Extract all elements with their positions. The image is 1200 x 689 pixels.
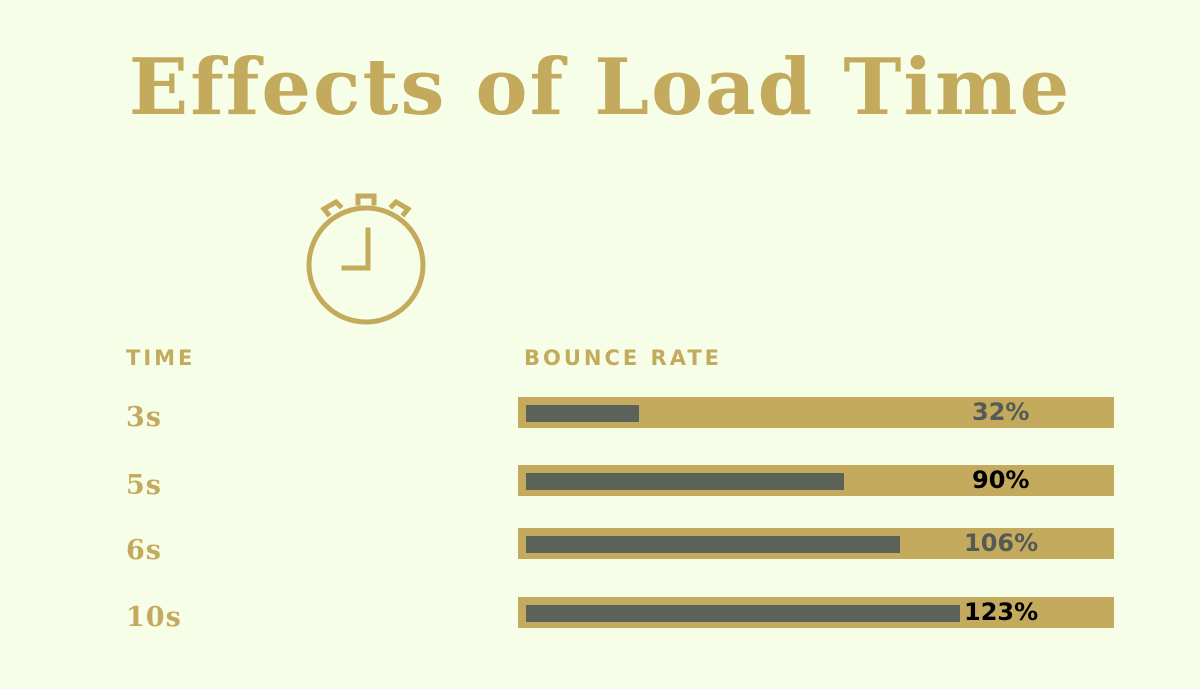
bar-track: 123% bbox=[518, 597, 1114, 628]
bar-value-label: 32% bbox=[972, 398, 1030, 426]
page-title: Effects of Load Time bbox=[128, 42, 1072, 133]
bar-fill bbox=[526, 405, 639, 422]
time-label: 10s bbox=[126, 602, 182, 633]
bar-value-label: 106% bbox=[964, 529, 1039, 557]
stopwatch-icon bbox=[306, 193, 426, 325]
bar-fill bbox=[526, 536, 900, 553]
time-label: 3s bbox=[126, 402, 162, 433]
bar-track: 90% bbox=[518, 465, 1114, 496]
bar-value-label: 90% bbox=[972, 466, 1030, 494]
bar-track: 106% bbox=[518, 528, 1114, 559]
bar-fill bbox=[526, 605, 960, 622]
bar-track: 32% bbox=[518, 397, 1114, 428]
bounce-rate-column-header: BOUNCE RATE bbox=[524, 346, 723, 370]
time-label: 6s bbox=[126, 535, 162, 566]
bar-fill bbox=[526, 473, 844, 490]
time-label: 5s bbox=[126, 470, 162, 501]
time-column-header: TIME bbox=[126, 346, 196, 370]
bar-value-label: 123% bbox=[964, 598, 1039, 626]
